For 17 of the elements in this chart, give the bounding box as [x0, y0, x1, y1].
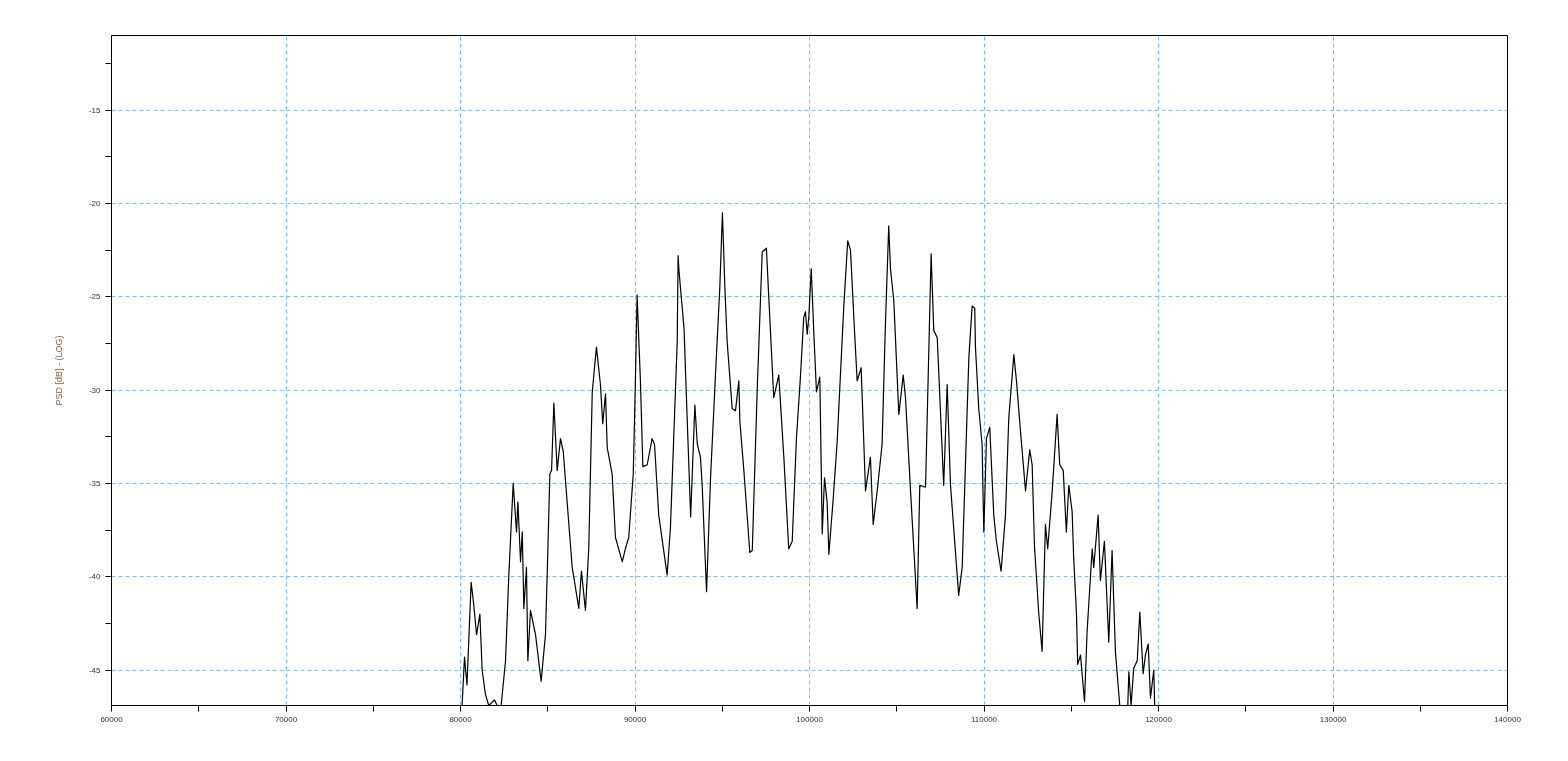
x-tick-label: 70000: [274, 714, 298, 724]
y-tick-label: -25: [88, 292, 102, 302]
x-tick-label: 140000: [1494, 714, 1522, 724]
x-tick-label: 90000: [623, 714, 647, 724]
y-tick-label: -20: [88, 198, 102, 208]
x-tick-label: 100000: [796, 714, 824, 724]
x-tick-label: 130000: [1319, 714, 1347, 724]
y-tick-label: -15: [88, 105, 102, 115]
y-tick-label: -30: [88, 385, 102, 395]
y-tick-label: -35: [88, 478, 102, 488]
y-tick-label: -40: [88, 572, 102, 582]
x-tick-label: 80000: [449, 714, 473, 724]
y-axis-title: PSD [dB] - (LOG): [53, 335, 64, 406]
x-tick-label: 110000: [970, 714, 998, 724]
x-tick-label: 60000: [100, 714, 124, 724]
x-tick-label: 120000: [1145, 714, 1173, 724]
y-tick-label: -45: [88, 665, 102, 675]
